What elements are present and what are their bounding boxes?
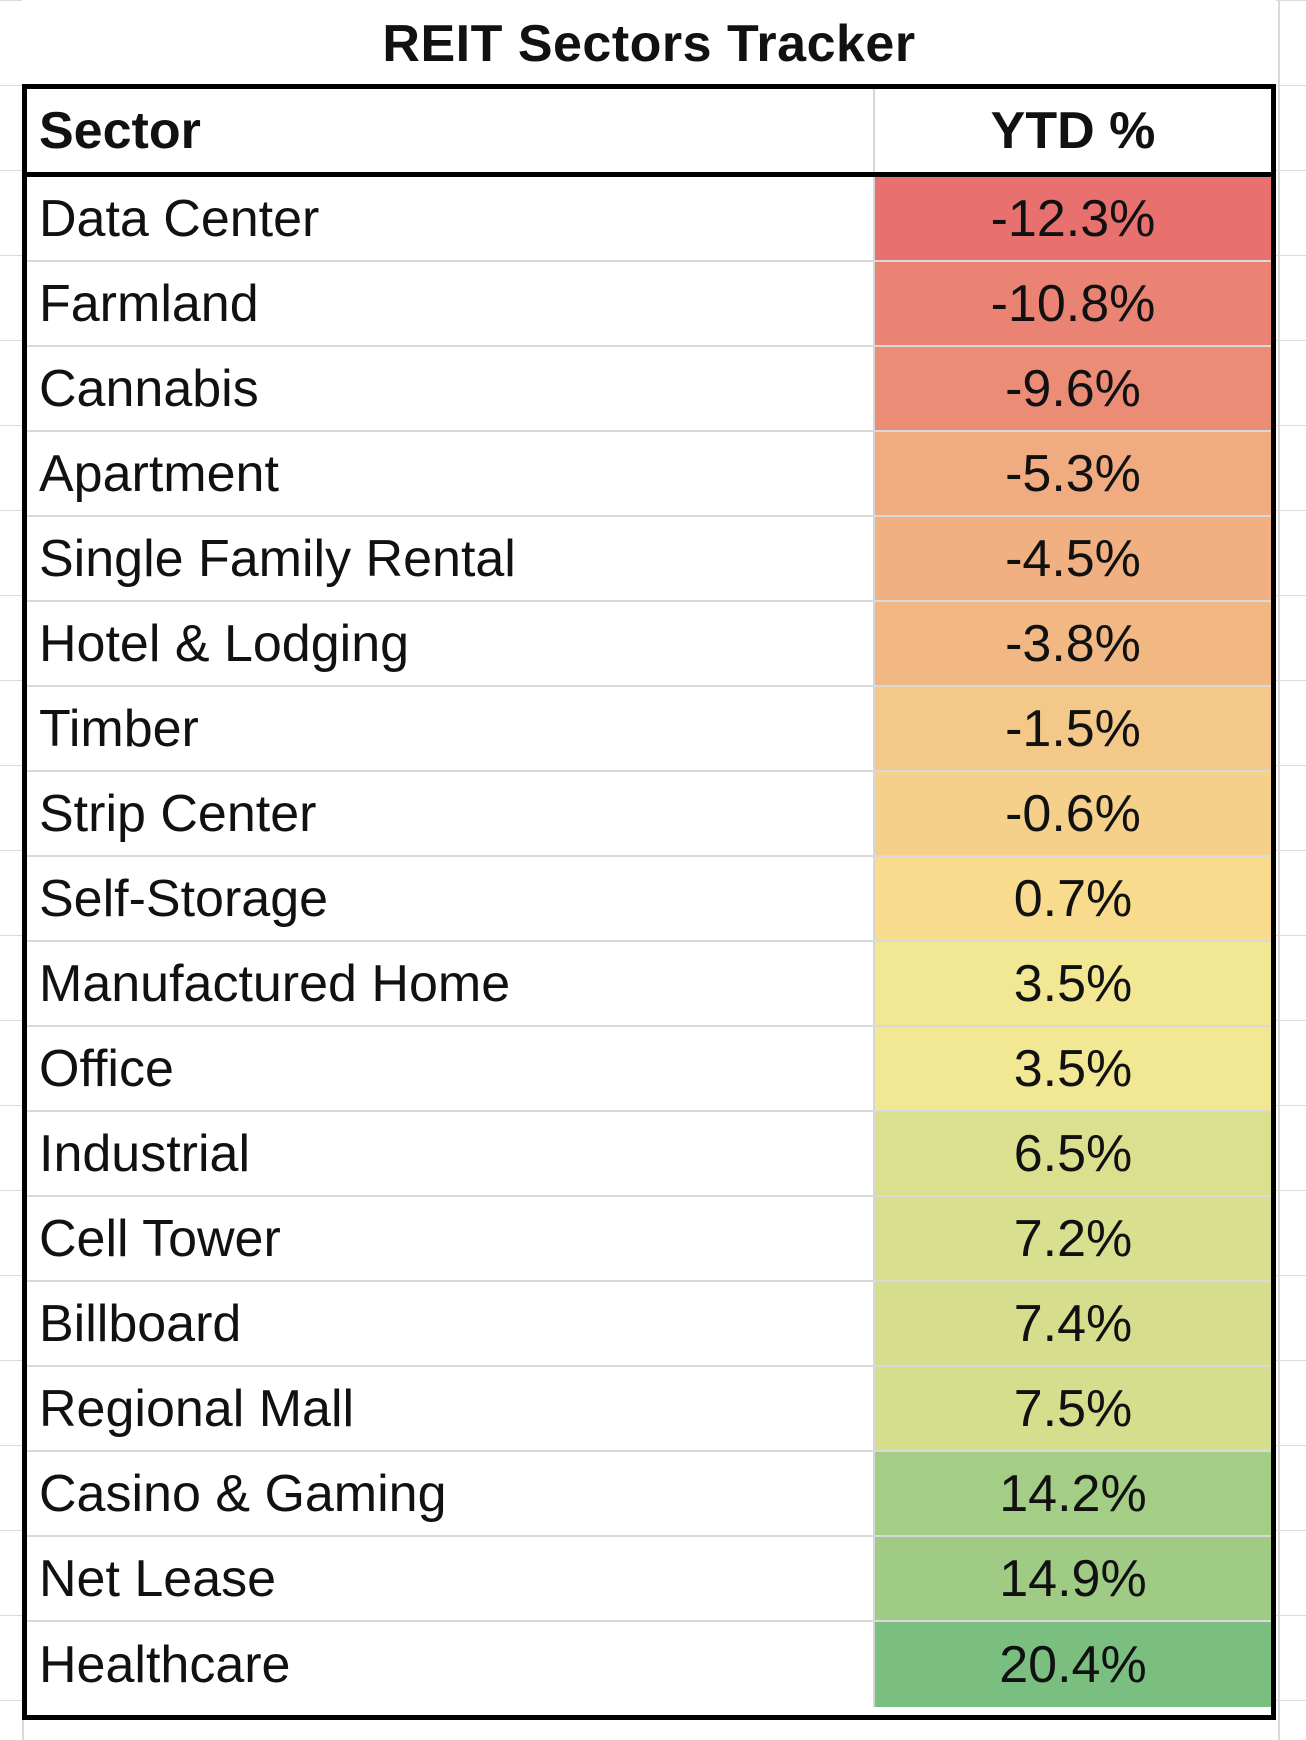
- table-row: Manufactured Home 3.5%: [27, 942, 1271, 1027]
- ytd-cell[interactable]: 6.5%: [875, 1112, 1271, 1195]
- ytd-cell[interactable]: -3.8%: [875, 602, 1271, 685]
- page-title: REIT Sectors Tracker: [22, 0, 1276, 88]
- ytd-cell[interactable]: 14.9%: [875, 1537, 1271, 1620]
- sector-cell[interactable]: Data Center: [27, 177, 875, 260]
- table-row: Farmland -10.8%: [27, 262, 1271, 347]
- table-row: Office 3.5%: [27, 1027, 1271, 1112]
- ytd-cell[interactable]: -12.3%: [875, 177, 1271, 260]
- ytd-cell[interactable]: 0.7%: [875, 857, 1271, 940]
- sector-cell[interactable]: Self-Storage: [27, 857, 875, 940]
- table-row: Healthcare 20.4%: [27, 1622, 1271, 1707]
- ytd-cell[interactable]: 14.2%: [875, 1452, 1271, 1535]
- sector-table: Sector YTD % Data Center -12.3% Farmland -1…: [22, 84, 1276, 1720]
- ytd-cell[interactable]: -0.6%: [875, 772, 1271, 855]
- sector-cell[interactable]: Single Family Rental: [27, 517, 875, 600]
- ytd-cell[interactable]: 7.5%: [875, 1367, 1271, 1450]
- sector-cell[interactable]: Billboard: [27, 1282, 875, 1365]
- sector-cell[interactable]: Cannabis: [27, 347, 875, 430]
- sector-cell[interactable]: Manufactured Home: [27, 942, 875, 1025]
- table-row: Net Lease 14.9%: [27, 1537, 1271, 1622]
- sector-cell[interactable]: Regional Mall: [27, 1367, 875, 1450]
- ytd-cell[interactable]: -4.5%: [875, 517, 1271, 600]
- table-header-row: Sector YTD %: [27, 89, 1271, 177]
- ytd-cell[interactable]: -5.3%: [875, 432, 1271, 515]
- sector-cell[interactable]: Apartment: [27, 432, 875, 515]
- table-body: Data Center -12.3% Farmland -10.8% Cannabis -…: [27, 177, 1271, 1707]
- table-row: Hotel & Lodging -3.8%: [27, 602, 1271, 687]
- ytd-cell[interactable]: 3.5%: [875, 1027, 1271, 1110]
- sheet-gridline-right: [1278, 0, 1280, 1740]
- ytd-cell[interactable]: 20.4%: [875, 1622, 1271, 1707]
- table-row: Cannabis -9.6%: [27, 347, 1271, 432]
- sector-cell[interactable]: Healthcare: [27, 1622, 875, 1707]
- ytd-cell[interactable]: 7.4%: [875, 1282, 1271, 1365]
- ytd-cell[interactable]: -1.5%: [875, 687, 1271, 770]
- ytd-cell[interactable]: 7.2%: [875, 1197, 1271, 1280]
- column-header-sector[interactable]: Sector: [27, 89, 875, 172]
- sector-cell[interactable]: Casino & Gaming: [27, 1452, 875, 1535]
- sector-cell[interactable]: Strip Center: [27, 772, 875, 855]
- sector-cell[interactable]: Office: [27, 1027, 875, 1110]
- table-row: Industrial 6.5%: [27, 1112, 1271, 1197]
- sector-cell[interactable]: Net Lease: [27, 1537, 875, 1620]
- sector-cell[interactable]: Industrial: [27, 1112, 875, 1195]
- column-header-ytd[interactable]: YTD %: [990, 101, 1156, 160]
- table-row: Timber -1.5%: [27, 687, 1271, 772]
- ytd-cell[interactable]: 3.5%: [875, 942, 1271, 1025]
- ytd-cell[interactable]: -10.8%: [875, 262, 1271, 345]
- ytd-cell[interactable]: -9.6%: [875, 347, 1271, 430]
- sector-cell[interactable]: Cell Tower: [27, 1197, 875, 1280]
- table-row: Single Family Rental -4.5%: [27, 517, 1271, 602]
- sector-cell[interactable]: Timber: [27, 687, 875, 770]
- table-row: Cell Tower 7.2%: [27, 1197, 1271, 1282]
- table-row: Strip Center -0.6%: [27, 772, 1271, 857]
- table-row: Apartment -5.3%: [27, 432, 1271, 517]
- table-row: Self-Storage 0.7%: [27, 857, 1271, 942]
- table-row: Regional Mall 7.5%: [27, 1367, 1271, 1452]
- table-row: Billboard 7.4%: [27, 1282, 1271, 1367]
- sector-cell[interactable]: Hotel & Lodging: [27, 602, 875, 685]
- sector-cell[interactable]: Farmland: [27, 262, 875, 345]
- table-row: Casino & Gaming 14.2%: [27, 1452, 1271, 1537]
- table-row: Data Center -12.3%: [27, 177, 1271, 262]
